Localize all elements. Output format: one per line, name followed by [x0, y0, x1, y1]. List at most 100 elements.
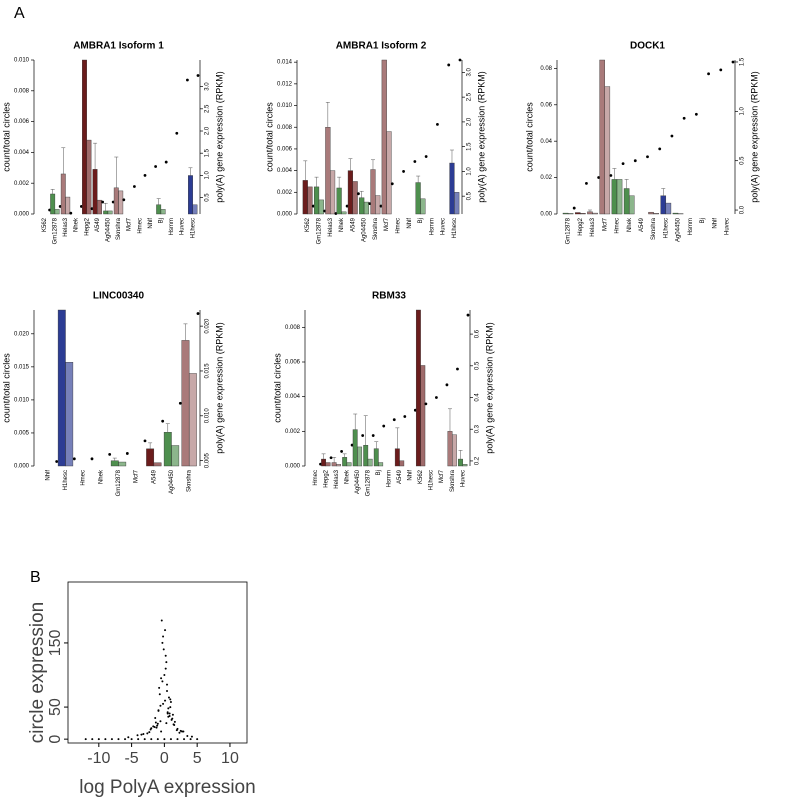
- y-tick-label: 0.00: [540, 212, 552, 218]
- bar: [153, 462, 162, 467]
- bar: [336, 187, 342, 215]
- bar: [352, 181, 358, 215]
- bar: [458, 458, 463, 467]
- x-tick-label: Helas3: [63, 217, 69, 236]
- point: [166, 690, 169, 693]
- point: [181, 730, 184, 733]
- x-tick-label: Mcf7: [439, 469, 445, 483]
- rpkm-dot: [445, 383, 449, 387]
- point: [166, 683, 169, 686]
- x-tick-label: Ag04450: [355, 469, 361, 494]
- bar: [313, 186, 320, 215]
- y-tick-label: 0.015: [14, 364, 30, 370]
- bar: [574, 212, 581, 215]
- bar: [302, 180, 308, 215]
- x-tick-label: Hmec: [81, 470, 87, 486]
- bar: [611, 179, 618, 215]
- bar: [454, 192, 460, 215]
- x-tick-label: Ag04450: [169, 469, 175, 494]
- rpkm-dot: [585, 181, 588, 185]
- chart-title: RBM33: [372, 291, 406, 302]
- point: [156, 738, 159, 741]
- bar: [330, 170, 336, 215]
- point: [189, 738, 192, 741]
- y-tick-label: 50: [47, 698, 64, 716]
- point: [169, 698, 172, 701]
- bar: [381, 59, 387, 215]
- bar: [160, 209, 166, 215]
- x-tick-label: -10: [87, 750, 110, 767]
- rpkm-dot: [682, 116, 686, 120]
- y2-tick-label: 0.015: [205, 363, 211, 379]
- point: [176, 727, 179, 730]
- x-tick-label: Sknshra: [373, 217, 379, 240]
- y-tick-label: 0.002: [285, 429, 301, 435]
- point: [157, 709, 160, 712]
- point: [164, 699, 167, 702]
- point: [124, 738, 127, 741]
- y2-axis-label: poly(A) gene expression (RPKM): [484, 322, 494, 454]
- y2-tick-label: 2.0: [467, 117, 473, 126]
- rpkm-dot: [122, 198, 126, 202]
- x-tick-label: Ag04450: [362, 217, 368, 242]
- bar: [359, 197, 365, 215]
- y-tick-label: 0.02: [540, 175, 552, 181]
- rpkm-dot: [390, 182, 394, 186]
- x-tick-label: Hsmm: [429, 218, 435, 235]
- y-tick-label: 0.004: [277, 168, 293, 174]
- rpkm-dot: [435, 396, 438, 399]
- y2-tick-label: 1.5: [467, 142, 473, 151]
- x-tick-label: K562: [418, 469, 424, 484]
- y2-tick-label: 1.5: [205, 148, 211, 157]
- bar: [616, 179, 623, 215]
- point: [150, 738, 153, 741]
- rpkm-dot: [311, 204, 315, 208]
- x-tick-label: H1hesc: [452, 218, 458, 238]
- y2-axis-label: poly(A) gene expression (RPKM): [214, 322, 224, 454]
- rpkm-dot: [379, 204, 383, 208]
- x-tick-label: Hsmm: [169, 218, 175, 235]
- x-tick-label: Huvec: [724, 218, 730, 235]
- y-tick-label: 0.000: [277, 212, 293, 218]
- bar: [54, 209, 60, 215]
- rpkm-dot: [621, 162, 625, 166]
- x-tick-label: Hepg2: [84, 217, 90, 235]
- point: [160, 677, 163, 680]
- y-axis-label: count/total circles: [264, 102, 274, 172]
- y-tick-label: 0.000: [14, 212, 30, 218]
- rpkm-dot: [323, 209, 326, 213]
- rpkm-dot: [69, 211, 73, 215]
- bar: [188, 373, 197, 467]
- point: [97, 738, 100, 741]
- chart-title: DOCK1: [630, 41, 665, 52]
- rpkm-dot: [371, 434, 375, 437]
- x-tick-label: Gm12878: [566, 217, 572, 244]
- y-tick-label: 0.010: [277, 103, 293, 109]
- point: [163, 738, 166, 741]
- bar: [118, 461, 127, 467]
- bar: [367, 458, 373, 467]
- bar: [378, 462, 384, 467]
- point: [127, 736, 130, 739]
- point: [162, 702, 165, 705]
- bar: [336, 464, 341, 467]
- point: [171, 713, 174, 716]
- y2-axis-label: poly(A) gene expression (RPKM): [476, 71, 486, 203]
- y-tick-label: 0.006: [285, 360, 301, 366]
- bar: [82, 59, 87, 215]
- y2-tick-label: 0.020: [205, 318, 211, 334]
- x-tick-label: Nhlf: [407, 218, 413, 229]
- rpkm-dot: [572, 206, 576, 210]
- point: [110, 738, 113, 741]
- y2-axis-label: poly(A) gene expression (RPKM): [214, 71, 224, 203]
- y2-tick-label: 0.6: [475, 329, 481, 338]
- y2-tick-label: 0.5: [467, 191, 473, 200]
- point: [178, 731, 181, 734]
- y-tick-label: 0.002: [277, 190, 293, 196]
- x-tick-label: Helas3: [334, 469, 340, 488]
- bar: [346, 462, 352, 467]
- x-tick-label: Gm12878: [52, 217, 58, 244]
- x-tick-label: -5: [124, 750, 138, 767]
- rpkm-dot: [646, 155, 649, 159]
- point: [146, 732, 149, 735]
